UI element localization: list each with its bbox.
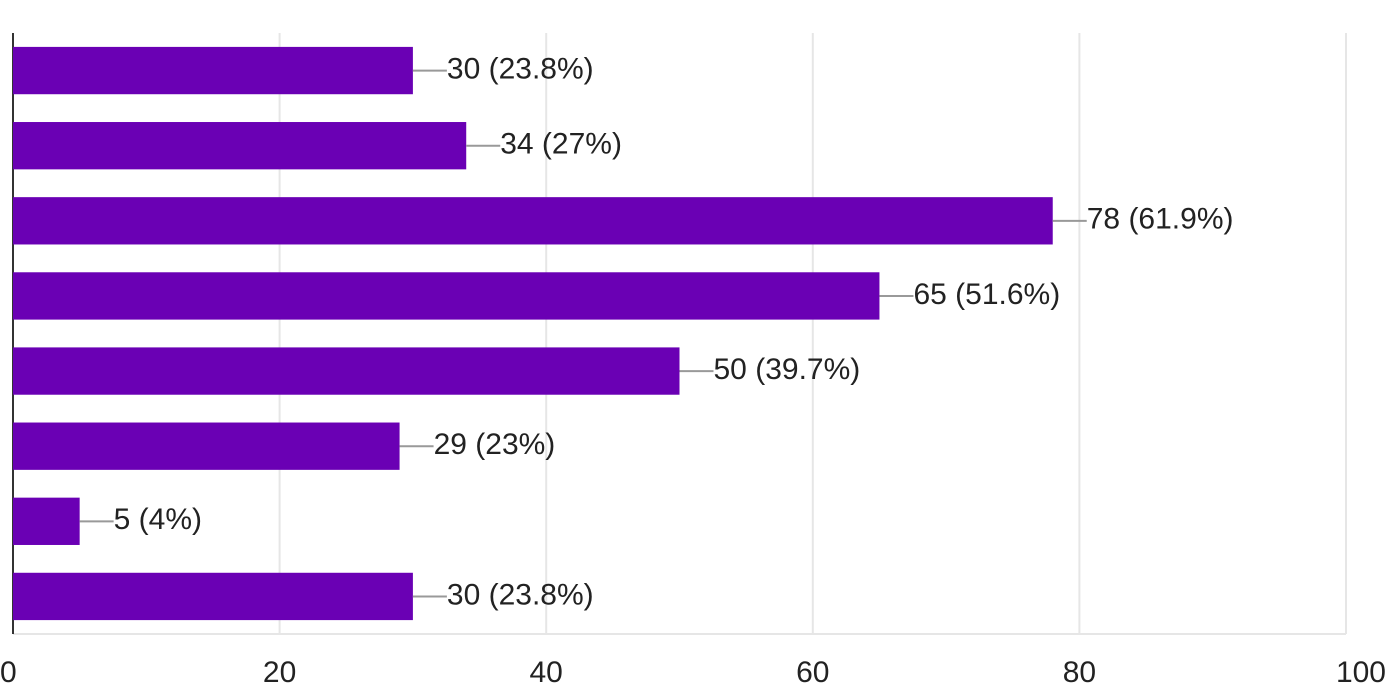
bar <box>13 347 680 395</box>
bar <box>13 122 467 170</box>
value-label: 50 (39.7%) <box>714 353 861 386</box>
bar <box>13 422 400 470</box>
x-tick-label: 20 <box>263 656 296 689</box>
bar <box>13 197 1053 245</box>
x-tick-label: 40 <box>530 656 563 689</box>
bar <box>13 497 80 545</box>
value-label: 34 (27%) <box>500 128 622 161</box>
value-label: 29 (23%) <box>434 428 556 461</box>
x-tick-label: 0 <box>0 656 17 689</box>
value-label: 30 (23.8%) <box>447 578 594 611</box>
value-label: 78 (61.9%) <box>1087 203 1234 236</box>
x-tick-label: 80 <box>1063 656 1096 689</box>
bar <box>13 572 413 621</box>
bar <box>13 46 413 95</box>
x-tick-label: 60 <box>796 656 829 689</box>
bar <box>13 272 880 320</box>
x-tick-label: 100 <box>1336 656 1386 689</box>
value-label: 30 (23.8%) <box>447 52 594 85</box>
value-label: 5 (4%) <box>114 503 202 536</box>
value-label: 65 (51.6%) <box>913 278 1060 311</box>
